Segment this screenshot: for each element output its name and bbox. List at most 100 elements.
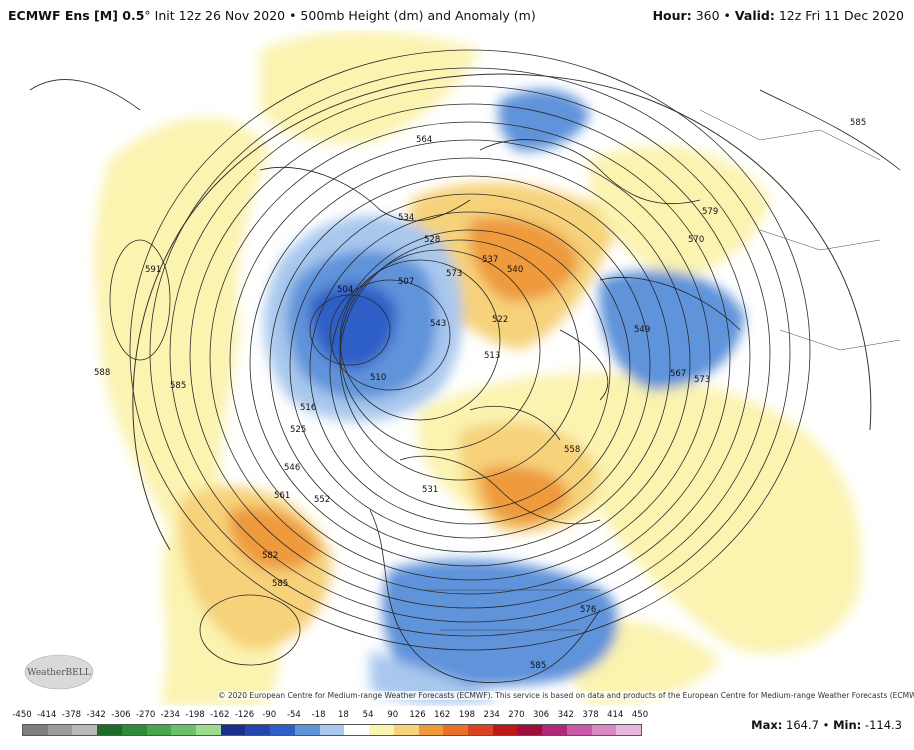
separator: • bbox=[719, 8, 735, 23]
contour-label: 570 bbox=[688, 235, 704, 245]
scale-tick-label: 162 bbox=[434, 710, 451, 720]
scale-tick-label: -126 bbox=[234, 710, 255, 720]
scale-swatch bbox=[245, 725, 271, 735]
scale-tick-label: 378 bbox=[582, 710, 599, 720]
contour-label: 507 bbox=[398, 277, 414, 287]
credit-line: © 2020 European Centre for Medium-range … bbox=[218, 691, 914, 700]
contour-label: 567 bbox=[670, 369, 686, 379]
contour-label: 585 bbox=[272, 579, 288, 589]
anomaly-shading bbox=[94, 31, 862, 706]
scale-bar bbox=[22, 724, 642, 736]
scale-swatch bbox=[369, 725, 394, 735]
scale-tick-label: 342 bbox=[557, 710, 574, 720]
contour-label: 579 bbox=[702, 207, 718, 217]
scale-tick-label: -342 bbox=[86, 710, 106, 720]
scale-swatch bbox=[97, 725, 122, 735]
hour-label: Hour: bbox=[652, 8, 692, 23]
negative-anomaly-usa bbox=[382, 559, 618, 686]
contour-label: 504 bbox=[337, 285, 353, 295]
hour-value: 360 bbox=[695, 8, 720, 23]
negative-anomaly-europe bbox=[599, 270, 745, 390]
chart-title: ECMWF Ens [M] 0.5° Init 12z 26 Nov 2020 … bbox=[8, 8, 536, 23]
scale-swatch bbox=[467, 725, 493, 735]
scale-swatch bbox=[418, 725, 444, 735]
positive-anomaly-europe bbox=[590, 145, 770, 280]
contour-label: 549 bbox=[634, 325, 650, 335]
height-contours bbox=[109, 49, 811, 666]
hemisphere-rim bbox=[132, 73, 872, 551]
scale-tick-label: -234 bbox=[160, 710, 180, 720]
scale-swatch bbox=[270, 725, 295, 735]
contour-label: 561 bbox=[274, 491, 290, 501]
init-text: Init 12z 26 Nov 2020 • 500mb Height (dm)… bbox=[150, 8, 536, 23]
logo-text: WeatherBELL bbox=[27, 668, 90, 678]
scale-tick-label: -90 bbox=[262, 710, 277, 720]
negative-anomaly-scandinavia bbox=[498, 89, 590, 151]
max-value: 164.7 bbox=[786, 718, 819, 732]
max-label: Max: bbox=[751, 718, 783, 732]
scale-swatch bbox=[591, 725, 617, 735]
contour-label: 558 bbox=[564, 445, 580, 455]
contour-label: 516 bbox=[300, 403, 316, 413]
scale-tick-label: 414 bbox=[607, 710, 624, 720]
min-label: Min: bbox=[833, 718, 862, 732]
contour-label: 540 bbox=[507, 265, 523, 275]
scale-swatch bbox=[517, 725, 543, 735]
max-min-stats: Max: 164.7 • Min: -114.3 bbox=[751, 718, 902, 732]
contour-label: 588 bbox=[94, 368, 110, 378]
scale-swatch bbox=[492, 725, 518, 735]
scale-tick-label: 126 bbox=[409, 710, 426, 720]
scale-swatch bbox=[121, 725, 147, 735]
scale-swatch bbox=[146, 725, 172, 735]
contour-label: 582 bbox=[262, 551, 278, 561]
contour-label: 573 bbox=[694, 375, 710, 385]
header: ECMWF Ens [M] 0.5° Init 12z 26 Nov 2020 … bbox=[0, 0, 914, 30]
scale-tick-label: -414 bbox=[37, 710, 57, 720]
negative-anomaly-usa-light bbox=[370, 650, 500, 704]
degree-symbol: ° bbox=[144, 8, 151, 23]
valid-value: 12z Fri 11 Dec 2020 bbox=[778, 8, 904, 23]
contour-label: 531 bbox=[422, 485, 438, 495]
scale-swatch bbox=[196, 725, 221, 735]
positive-anomaly-siberia bbox=[260, 31, 480, 144]
scale-swatch bbox=[220, 725, 246, 735]
contour-label: 528 bbox=[424, 235, 440, 245]
scale-tick-label: 270 bbox=[508, 710, 525, 720]
scale-tick-label: 18 bbox=[337, 710, 349, 720]
scale-tick-label: -18 bbox=[311, 710, 326, 720]
borders bbox=[420, 109, 901, 631]
scale-swatch bbox=[47, 725, 73, 735]
contour-label: 585 bbox=[530, 661, 546, 671]
scale-tick-label: -54 bbox=[286, 710, 301, 720]
weatherbell-logo: WeatherBELL bbox=[24, 654, 94, 690]
scale-swatch bbox=[542, 725, 567, 735]
scale-swatch bbox=[72, 725, 98, 735]
contour-label: 534 bbox=[398, 213, 414, 223]
contour-label: 510 bbox=[370, 373, 386, 383]
model-name: ECMWF Ens [M] 0.5 bbox=[8, 8, 145, 23]
scale-swatch bbox=[393, 725, 419, 735]
contour-label: 585 bbox=[850, 118, 866, 128]
contour-label: 552 bbox=[314, 495, 330, 505]
scale-tick-label: -306 bbox=[111, 710, 131, 720]
color-scale-footer: -450 -414 -378 -342 -306 -270 -234 -198 -162 -126… bbox=[0, 706, 914, 750]
scale-tick-label: 90 bbox=[387, 710, 399, 720]
valid-label: Valid: bbox=[734, 8, 775, 23]
scale-swatch bbox=[443, 725, 468, 735]
scale-swatch bbox=[616, 725, 641, 735]
valid-time: Hour: 360 • Valid: 12z Fri 11 Dec 2020 bbox=[653, 8, 904, 23]
contour-label: 546 bbox=[284, 463, 300, 473]
map-panel[interactable]: 585 564 534 528 504 507 537 540 573 579 … bbox=[0, 30, 914, 706]
scale-tick-label: 54 bbox=[362, 710, 374, 720]
scale-tick-label: 306 bbox=[532, 710, 550, 720]
contour-label: 573 bbox=[446, 269, 462, 279]
stats-separator: • bbox=[818, 718, 834, 732]
contour-label: 525 bbox=[290, 425, 306, 435]
contour-label: 576 bbox=[580, 605, 596, 615]
positive-anomaly-greenland-core bbox=[479, 466, 570, 525]
scale-swatch bbox=[171, 725, 197, 735]
contour-labels: 585 564 534 528 504 507 537 540 573 579 … bbox=[94, 118, 866, 671]
contour-label: 585 bbox=[170, 381, 186, 391]
scale-tick-label: -378 bbox=[61, 710, 82, 720]
scale-swatch bbox=[294, 725, 320, 735]
